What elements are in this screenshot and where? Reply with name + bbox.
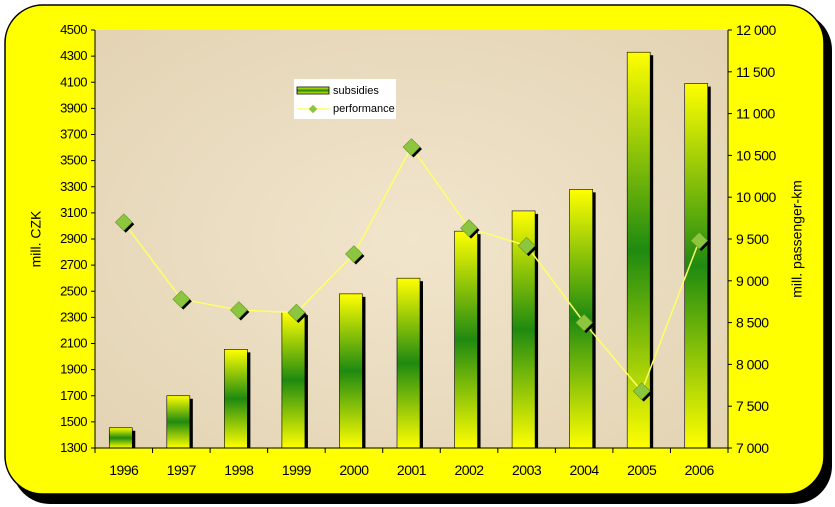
y2-tick-label: 10 000	[736, 189, 777, 205]
y-tick-label: 1700	[60, 388, 87, 403]
performance-marker	[690, 231, 709, 250]
performance-marker	[402, 138, 421, 156]
y2-tick-label: 11 500	[736, 64, 775, 80]
x-tick-label: 1997	[167, 462, 197, 478]
y-tick-label: 4500	[60, 22, 87, 37]
performance-marker	[575, 313, 593, 332]
y-tick-label: 2100	[60, 336, 87, 351]
y2-axis-title: mill. passenger-km	[789, 180, 805, 297]
performance-marker	[230, 301, 248, 319]
bar	[224, 349, 248, 449]
x-tick-label: 2006	[685, 462, 715, 478]
y-tick-label: 2500	[60, 283, 87, 298]
bar	[454, 230, 478, 449]
legend-box	[294, 79, 396, 119]
legend: subsidies performance	[294, 79, 396, 119]
y2-tick-label: 11 000	[736, 106, 775, 122]
y2-tick-label: 8 500	[736, 315, 769, 331]
performance-marker	[632, 382, 651, 400]
x-tick-label: 2000	[339, 462, 369, 478]
y2-tick-label: 9 500	[736, 231, 769, 247]
performance-marker	[517, 236, 536, 255]
y2-tick-label: 9 000	[736, 273, 769, 289]
y-tick-label: 1500	[60, 414, 87, 429]
x-tick-label: 2004	[570, 462, 600, 478]
y-tick-label: 3900	[60, 100, 87, 115]
legend-label-performance: performance	[333, 103, 395, 115]
y-tick-label: 3700	[60, 127, 87, 142]
y-tick-label: 3100	[60, 205, 87, 220]
bar	[166, 395, 191, 449]
y2-tick-label: 8 000	[736, 356, 769, 372]
y2-tick-label: 7 000	[736, 440, 769, 456]
y-tick-label: 1900	[60, 362, 87, 377]
legend-marker-performance	[308, 104, 318, 114]
performance-marker	[287, 303, 306, 322]
y2-tick-label: 10 500	[736, 147, 777, 163]
performance-marker	[345, 245, 363, 263]
y2-tick-label: 7 500	[736, 398, 769, 414]
legend-label-subsidies: subsidies	[333, 85, 379, 97]
performance-marker	[172, 290, 191, 309]
x-tick-label: 1996	[109, 462, 139, 478]
x-tick-label: 1998	[224, 462, 254, 478]
y-tick-label: 2900	[60, 231, 87, 246]
y-tick-label: 4300	[60, 48, 87, 63]
x-tick-label: 2002	[454, 462, 484, 478]
y-tick-label: 2300	[60, 309, 87, 324]
y-axis-title: mill. CZK	[28, 210, 44, 267]
performance-marker	[460, 219, 478, 237]
y-tick-label: 1300	[60, 440, 87, 455]
bar	[108, 427, 133, 449]
y-tick-label: 3500	[60, 153, 87, 168]
performance-marker	[114, 213, 133, 232]
x-tick-label: 2005	[627, 462, 657, 478]
bar	[281, 311, 306, 449]
legend-swatch-subsidies	[296, 86, 330, 95]
y-tick-label: 4100	[60, 74, 87, 89]
y2-tick-label: 12 000	[736, 22, 777, 38]
x-tick-label: 2003	[512, 462, 542, 478]
bar	[339, 293, 363, 449]
bar	[396, 277, 421, 449]
x-tick-label: 1999	[282, 462, 312, 478]
bar	[684, 83, 709, 449]
y-tick-label: 2700	[60, 257, 87, 272]
y-tick-label: 3300	[60, 179, 87, 194]
x-tick-label: 2001	[397, 462, 427, 478]
